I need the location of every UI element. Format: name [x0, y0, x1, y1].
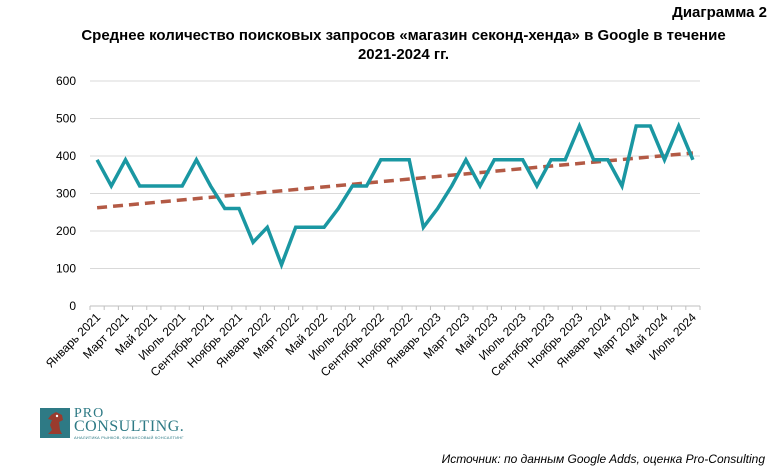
y-tick-label: 600 [56, 74, 76, 88]
source-note: Источник: по данным Google Adds, оценка … [441, 452, 765, 466]
y-tick-label: 300 [56, 187, 76, 201]
horse-chess-knight-icon [40, 408, 70, 438]
chart-title: Среднее количество поисковых запросов «м… [40, 26, 767, 64]
y-tick-label: 0 [69, 299, 76, 313]
chart-title-line-1: Среднее количество поисковых запросов «м… [81, 27, 726, 44]
series-line [95, 121, 695, 270]
pro-consulting-logo: PRO CONSULTING. АНАЛИТИКА РЫНКОВ, ФИНАНС… [40, 406, 200, 440]
logo-text-consulting: CONSULTING. [74, 418, 185, 435]
y-tick-label: 400 [56, 149, 76, 163]
y-tick-label: 500 [56, 112, 76, 126]
y-tick-label: 200 [56, 224, 76, 238]
diagram-number-label: Диаграмма 2 [672, 4, 767, 21]
logo-text-pro: PRO [74, 406, 105, 421]
y-tick-label: 100 [56, 262, 76, 276]
logo-tagline: АНАЛИТИКА РЫНКОВ, ФИНАНСОВЫЙ КОНСАЛТИНГ [74, 435, 184, 440]
chart-title-line-2: 2021-2024 гг. [357, 46, 450, 63]
trend-line [96, 151, 694, 210]
